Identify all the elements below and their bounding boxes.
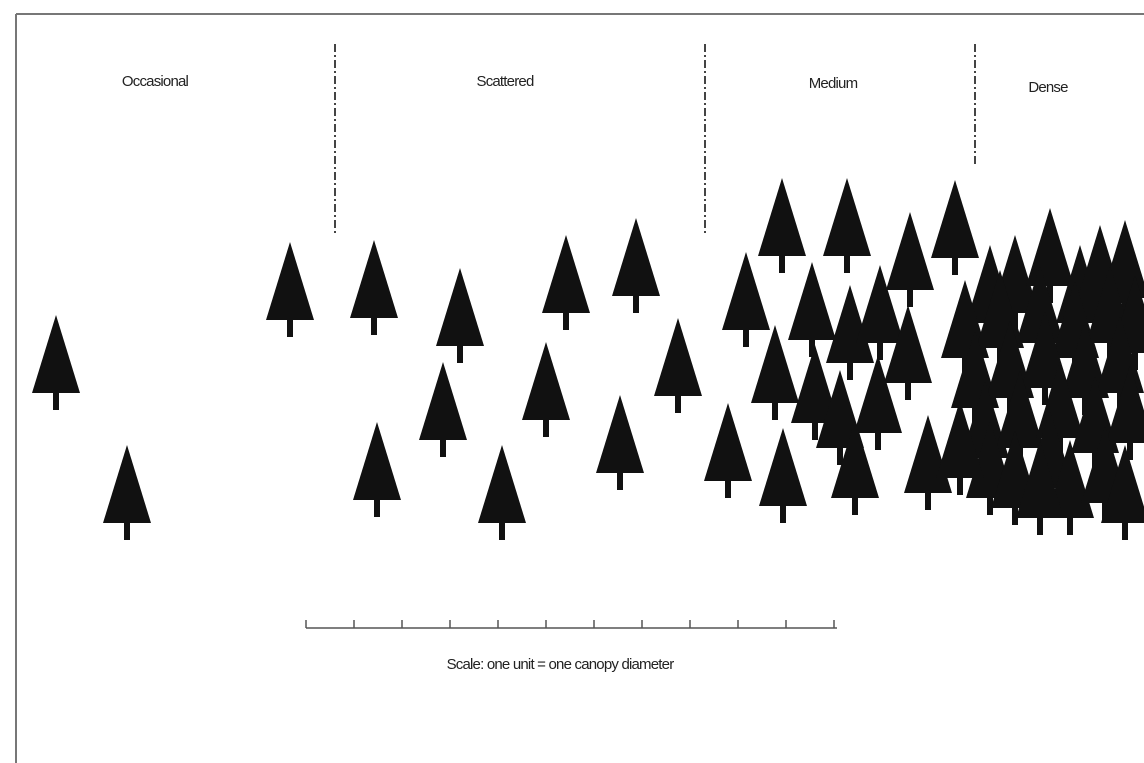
tree-trunk bbox=[371, 317, 377, 335]
tree-trunk bbox=[952, 257, 958, 275]
tree-trunk bbox=[1067, 517, 1073, 535]
tree-crown bbox=[759, 428, 807, 506]
tree-trunk bbox=[847, 362, 853, 380]
tree-trunk bbox=[1122, 522, 1128, 540]
tree-crown bbox=[1026, 208, 1074, 286]
tree-trunk bbox=[844, 255, 850, 273]
tree bbox=[478, 445, 526, 540]
tree-trunk bbox=[957, 477, 963, 495]
tree bbox=[654, 318, 702, 413]
tree-trunk bbox=[287, 319, 293, 337]
tree-trunk bbox=[440, 439, 446, 457]
tree bbox=[350, 240, 398, 335]
tree bbox=[419, 362, 467, 457]
tree-trunk bbox=[725, 480, 731, 498]
tree-trunk bbox=[743, 329, 749, 347]
tree-crown bbox=[788, 262, 836, 340]
tree-trunk bbox=[563, 312, 569, 330]
tree-trunk bbox=[124, 522, 130, 540]
tree bbox=[704, 403, 752, 498]
tree-trunk bbox=[925, 492, 931, 510]
tree bbox=[788, 262, 836, 357]
tree-crown bbox=[542, 235, 590, 313]
zone-label: Occasional bbox=[122, 73, 189, 90]
tree-crown bbox=[353, 422, 401, 500]
page: {"zones": ["Occasional", "Scattered", "M… bbox=[0, 0, 1144, 763]
trees bbox=[32, 178, 1144, 540]
zone-label: Dense bbox=[1028, 79, 1068, 96]
tree bbox=[596, 395, 644, 490]
tree-crown bbox=[931, 180, 979, 258]
tree bbox=[32, 315, 80, 410]
tree-trunk bbox=[812, 422, 818, 440]
tree-crown bbox=[612, 218, 660, 296]
tree-trunk bbox=[907, 289, 913, 307]
tree bbox=[353, 422, 401, 517]
tree-crown bbox=[103, 445, 151, 523]
tree bbox=[266, 242, 314, 337]
tree bbox=[436, 268, 484, 363]
tree-crown bbox=[823, 178, 871, 256]
tree-crown bbox=[722, 252, 770, 330]
tree-crown bbox=[478, 445, 526, 523]
tree-trunk bbox=[675, 395, 681, 413]
scale-caption: Scale: one unit = one canopy diameter bbox=[447, 656, 675, 673]
tree-trunk bbox=[374, 499, 380, 517]
tree bbox=[103, 445, 151, 540]
tree-crown bbox=[436, 268, 484, 346]
tree-crown bbox=[596, 395, 644, 473]
zone-dividers bbox=[335, 44, 975, 236]
tree-trunk bbox=[617, 472, 623, 490]
tree bbox=[542, 235, 590, 330]
tree-trunk bbox=[457, 345, 463, 363]
tree bbox=[522, 342, 570, 437]
tree-crown bbox=[419, 362, 467, 440]
tree-trunk bbox=[543, 419, 549, 437]
tree bbox=[886, 212, 934, 307]
tree-crown bbox=[350, 240, 398, 318]
tree bbox=[759, 428, 807, 523]
tree-trunk bbox=[905, 382, 911, 400]
tree-crown bbox=[32, 315, 80, 393]
tree-trunk bbox=[633, 295, 639, 313]
tree-crown bbox=[522, 342, 570, 420]
scale-bar bbox=[306, 620, 837, 628]
tree bbox=[612, 218, 660, 313]
tree-trunk bbox=[772, 402, 778, 420]
tree-trunk bbox=[499, 522, 505, 540]
tree-crown bbox=[266, 242, 314, 320]
tree bbox=[758, 178, 806, 273]
zone-label: Medium bbox=[809, 75, 858, 92]
tree-trunk bbox=[875, 432, 881, 450]
zone-label: Scattered bbox=[476, 73, 533, 90]
tree-trunk bbox=[852, 497, 858, 515]
tree-crown bbox=[886, 212, 934, 290]
tree-trunk bbox=[779, 255, 785, 273]
tree bbox=[823, 178, 871, 273]
tree-crown bbox=[654, 318, 702, 396]
tree-crown bbox=[704, 403, 752, 481]
tree bbox=[931, 180, 979, 275]
tree-crown bbox=[758, 178, 806, 256]
tree-trunk bbox=[53, 392, 59, 410]
tree bbox=[722, 252, 770, 347]
diagram: Occasional Scattered Medium Dense Scale:… bbox=[0, 0, 1144, 763]
tree-trunk bbox=[780, 505, 786, 523]
tree-trunk bbox=[1037, 517, 1043, 535]
